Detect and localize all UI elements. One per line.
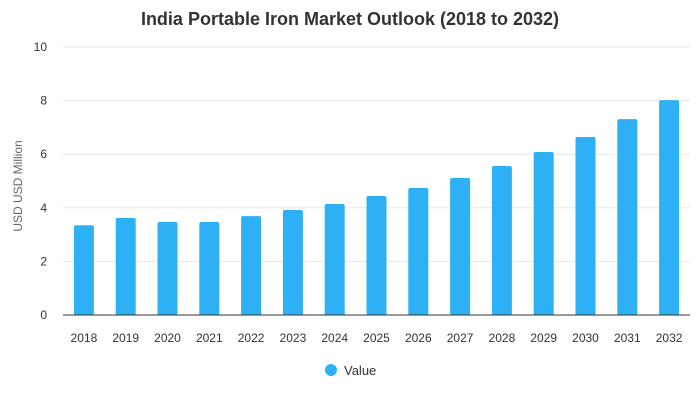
x-tick-label: 2023 bbox=[280, 331, 307, 345]
y-tick-label: 2 bbox=[40, 254, 47, 268]
x-tick-label: 2022 bbox=[238, 331, 265, 345]
x-axis-ticks: 2018 2019 2020 2021 2022 2023 2024 2025 2026 2027… bbox=[71, 331, 683, 345]
x-tick-label: 2027 bbox=[447, 331, 474, 345]
legend-swatch[interactable] bbox=[325, 364, 337, 376]
bar-2027[interactable] bbox=[450, 178, 471, 315]
y-tick-label: 8 bbox=[40, 94, 47, 108]
bar-2022[interactable] bbox=[241, 216, 262, 315]
legend[interactable]: Value bbox=[325, 363, 376, 378]
y-tick-label: 6 bbox=[40, 147, 47, 161]
x-tick-label: 2019 bbox=[112, 331, 139, 345]
x-tick-label: 2018 bbox=[71, 331, 98, 345]
x-tick-label: 2024 bbox=[321, 331, 348, 345]
x-tick-label: 2029 bbox=[530, 331, 557, 345]
bar-2023[interactable] bbox=[282, 209, 303, 315]
y-tick-label: 10 bbox=[34, 40, 48, 54]
y-tick-label: 0 bbox=[40, 308, 47, 322]
bar-2018[interactable] bbox=[73, 225, 94, 315]
y-axis-ticks: 0 2 4 6 8 10 bbox=[34, 40, 48, 322]
bar-2020[interactable] bbox=[157, 222, 178, 315]
bar-2029[interactable] bbox=[533, 152, 554, 315]
x-tick-label: 2021 bbox=[196, 331, 223, 345]
x-tick-label: 2020 bbox=[154, 331, 181, 345]
y-tick-label: 4 bbox=[40, 201, 47, 215]
y-axis-title: USD USD Million bbox=[11, 140, 25, 231]
x-tick-label: 2032 bbox=[656, 331, 683, 345]
x-tick-label: 2025 bbox=[363, 331, 390, 345]
bar-2026[interactable] bbox=[408, 187, 429, 315]
x-tick-label: 2030 bbox=[572, 331, 599, 345]
bar-2031[interactable] bbox=[617, 119, 638, 315]
bar-2030[interactable] bbox=[575, 137, 596, 315]
bars bbox=[73, 100, 680, 316]
x-tick-label: 2026 bbox=[405, 331, 432, 345]
bar-2021[interactable] bbox=[199, 222, 220, 315]
bar-2025[interactable] bbox=[366, 196, 387, 315]
bar-2032[interactable] bbox=[659, 100, 680, 316]
x-tick-label: 2031 bbox=[614, 331, 641, 345]
legend-label[interactable]: Value bbox=[344, 363, 376, 378]
bar-2019[interactable] bbox=[115, 217, 136, 315]
bar-2028[interactable] bbox=[491, 165, 512, 315]
bar-2024[interactable] bbox=[324, 204, 345, 315]
x-tick-label: 2028 bbox=[489, 331, 516, 345]
chart-title: India Portable Iron Market Outlook (2018… bbox=[141, 9, 559, 29]
